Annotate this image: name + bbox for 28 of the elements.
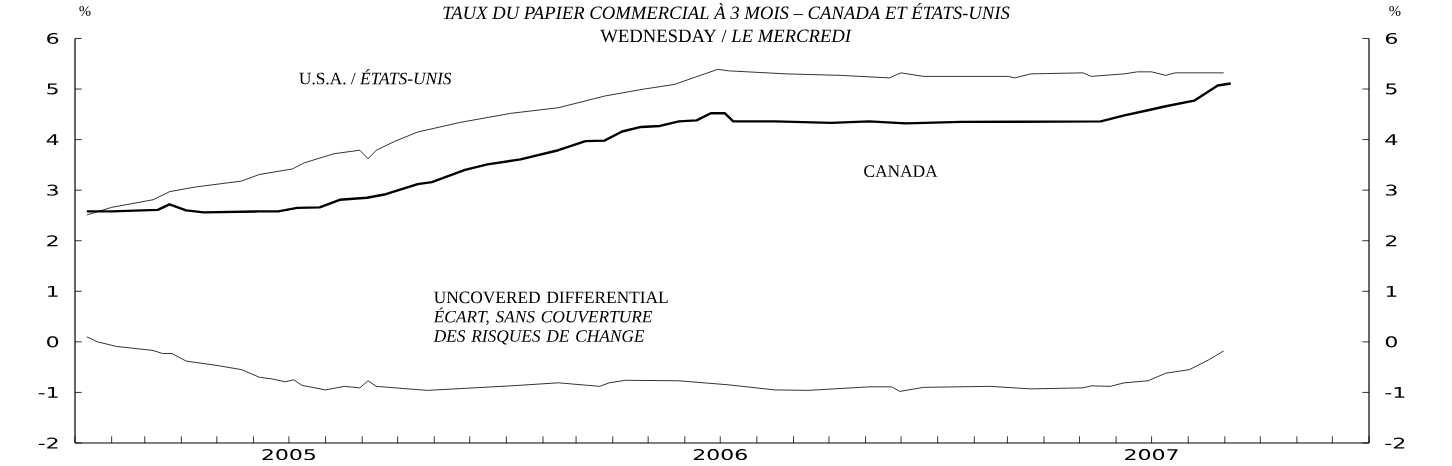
- x-tick-label: 2007: [1125, 449, 1178, 461]
- text: UNCOVERED DIFFERENTIAL ÉCART, SANS COUVERTURE DES RISQUES DE CHANGE: [433, 291, 668, 345]
- y-axis-title: %: [79, 6, 91, 16]
- chart-subtitle: WEDNESDAY / LE MERCREDI: [600, 29, 852, 43]
- x-tick-label: 2005: [262, 449, 315, 461]
- y-tick-label: -2: [38, 437, 58, 449]
- y2-tick-label: 5: [1386, 83, 1397, 95]
- x-tick-label: 2006: [693, 449, 747, 461]
- y2-tick-label: 3: [1386, 184, 1397, 196]
- y-tick-label: 5: [47, 83, 58, 95]
- y-tick-label: 0: [47, 336, 59, 348]
- y2-tick-label: 1: [1386, 285, 1397, 297]
- y-tick-label: 2: [47, 235, 58, 247]
- y2-tick-label: 4: [1385, 134, 1398, 145]
- y-tick-label: -1: [38, 387, 58, 398]
- y2-axis-title: %: [1389, 6, 1401, 16]
- chart-title: TAUX DU PAPIER COMMERCIAL À 3 MOIS – CANADA ET ÉTATS-UNIS: [443, 2, 1010, 20]
- y2-tick-label: 0: [1385, 336, 1397, 348]
- text: U.S.A. / ÉTATS-UNIS: [299, 69, 452, 85]
- y-tick-label: 3: [47, 184, 58, 196]
- y2-tick-label: -2: [1385, 437, 1405, 449]
- y-tick-label: 4: [46, 134, 59, 145]
- y2-tick-label: 6: [1385, 32, 1398, 45]
- y2-tick-label: -1: [1385, 387, 1405, 398]
- y2-tick-label: 2: [1386, 235, 1397, 247]
- y-tick-label: 1: [48, 285, 58, 297]
- text: CANADA: [864, 165, 938, 177]
- y-tick-label: 6: [47, 32, 59, 45]
